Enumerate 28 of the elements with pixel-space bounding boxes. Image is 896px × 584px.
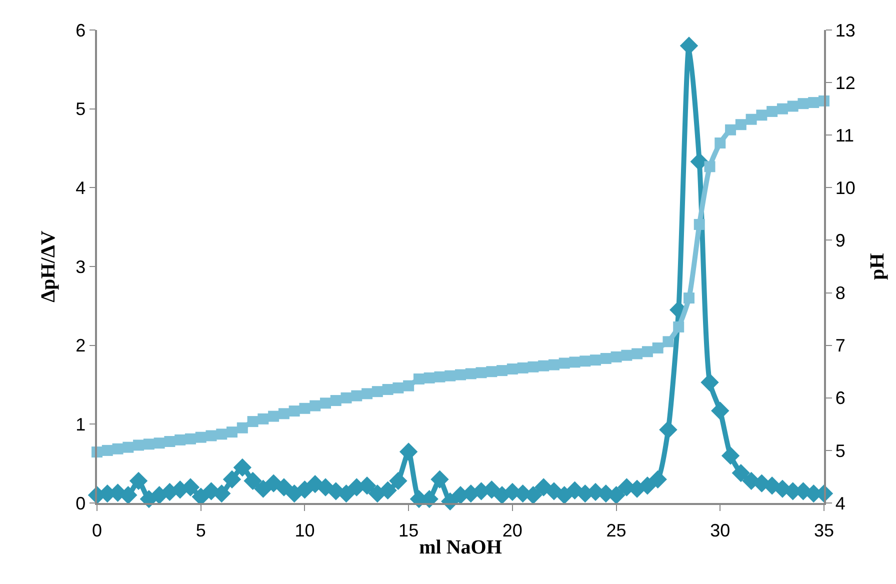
x-tick-label: 15 <box>398 520 419 540</box>
y-tick-label: 6 <box>76 20 86 40</box>
x-tick-label: 25 <box>606 520 626 540</box>
y2-tick-label: 6 <box>835 388 846 408</box>
x-tick-label: 35 <box>814 520 834 540</box>
y2-tick-label: 13 <box>835 20 856 40</box>
y2-tick-label: 12 <box>835 72 856 93</box>
y2-tick-label: 11 <box>835 125 854 146</box>
y2-axis-title: pH <box>866 252 888 280</box>
x-axis-title: ml NaOH <box>419 536 502 558</box>
x-tick-label: 5 <box>196 520 206 540</box>
x-tick-label: 10 <box>294 520 315 540</box>
y-tick-label: 4 <box>76 178 86 198</box>
y2-tick-label: 8 <box>835 283 846 304</box>
y2-tick-label: 4 <box>835 493 846 514</box>
y-tick-label: 2 <box>76 336 86 356</box>
y-tick-label: 5 <box>76 99 86 120</box>
x-tick-label: 0 <box>92 520 102 540</box>
y-tick-label: 3 <box>76 256 86 277</box>
y2-tick-label: 5 <box>835 440 846 461</box>
y-axis-title: ΔpH/ΔV <box>38 230 60 302</box>
x-tick-label: 30 <box>710 520 730 540</box>
y2-tick-label: 7 <box>835 336 846 356</box>
x-tick-label: 20 <box>502 520 522 540</box>
y-tick-label: 1 <box>76 414 86 434</box>
y2-tick-label: 9 <box>835 230 846 251</box>
y-tick-label: 0 <box>76 493 86 514</box>
y2-tick-label: 10 <box>835 178 856 198</box>
